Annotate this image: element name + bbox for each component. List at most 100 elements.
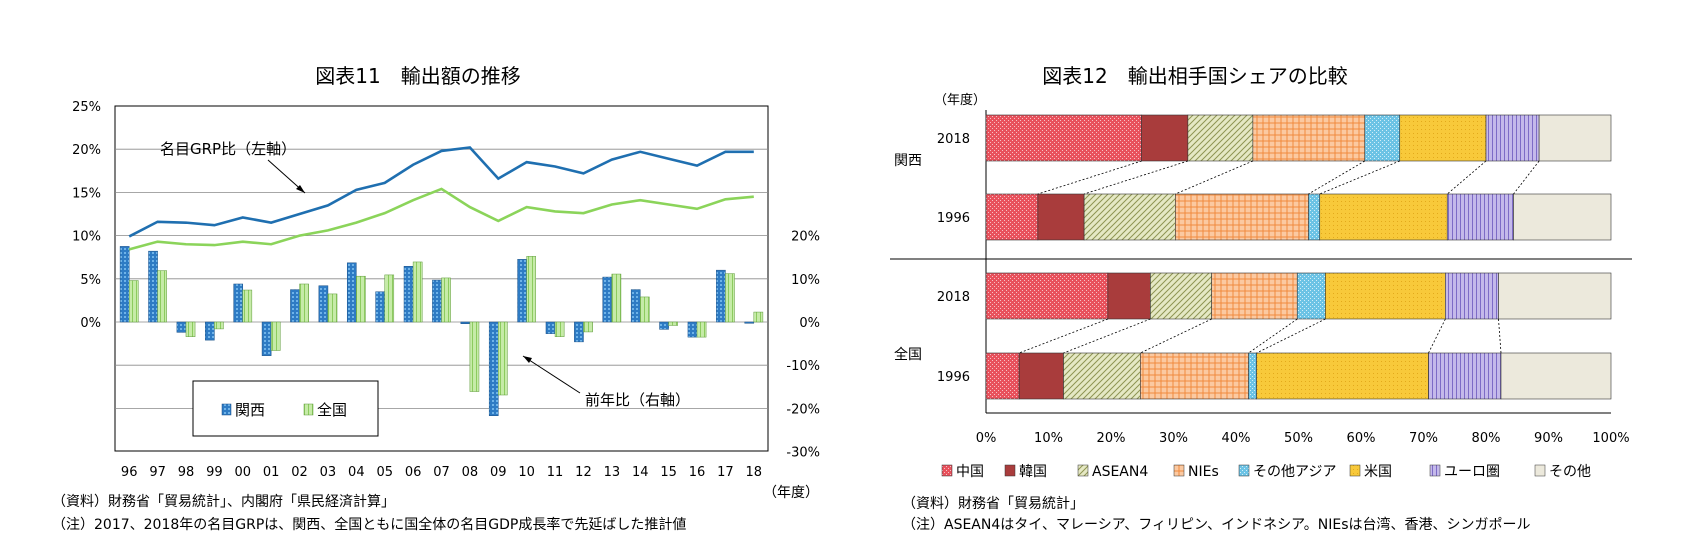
- bar-kansai: [716, 269, 726, 323]
- bar-zenkoku: [128, 280, 139, 323]
- left-x-tick-label: 06: [405, 465, 422, 480]
- bar-kansai: [744, 321, 755, 324]
- legend-swatch: [1429, 464, 1441, 477]
- left-source: （資料）財務省「貿易統計」、内閣府「県民経済計算」: [52, 494, 395, 510]
- legend-label: その他: [1549, 464, 1591, 480]
- bar-kansai: [176, 321, 187, 333]
- bar-kansai: [346, 262, 357, 323]
- bar-kansai: [403, 266, 414, 323]
- right-y-tick-label: 20%: [791, 230, 820, 245]
- legend-swatch: [1238, 464, 1250, 477]
- right-y-tick-label: 10%: [791, 273, 820, 288]
- bar-kansai: [687, 321, 698, 338]
- connector-line: [1446, 160, 1487, 195]
- line-zenkoku-grp-ratio: [128, 187, 754, 251]
- right-x-tick-label: 50%: [1284, 431, 1313, 446]
- bar-zenkoku: [611, 273, 622, 323]
- bar-kansai: [375, 291, 385, 323]
- bar-kansai: [261, 321, 272, 356]
- legend-swatch: [1534, 464, 1546, 477]
- stacked-segment-ユーロ圏: [1428, 352, 1502, 400]
- bar-kansai: [517, 259, 527, 323]
- legend-swatch: [1173, 464, 1185, 477]
- bar-zenkoku: [412, 261, 423, 323]
- left-x-tick-label: 99: [206, 465, 223, 480]
- stacked-segment-その他アジア: [1308, 193, 1321, 241]
- legend-swatch: [1004, 464, 1016, 477]
- bar-zenkoku: [526, 256, 537, 323]
- legend-label: 韓国: [1019, 464, 1047, 480]
- stacked-segment-ユーロ圏: [1445, 272, 1499, 320]
- bar-kansai: [148, 250, 158, 323]
- stacked-segment-韓国: [1037, 193, 1085, 241]
- stacked-segment-韓国: [1018, 352, 1064, 400]
- left-x-tick-label: 00: [234, 465, 251, 480]
- left-x-tick-label: 96: [121, 465, 138, 480]
- bar-zenkoku: [356, 275, 366, 323]
- right-y-tick-label: 2018: [937, 132, 970, 147]
- right-y-tick-label: 2018: [937, 290, 970, 305]
- left-x-tick-label: 11: [547, 465, 564, 480]
- bar-kansai: [545, 321, 556, 334]
- bar-zenkoku: [639, 296, 650, 323]
- right-x-tick-label: 10%: [1034, 431, 1063, 446]
- left-bar-series: [119, 246, 764, 416]
- connector-line: [1256, 318, 1326, 354]
- legend-label: 中国: [956, 464, 984, 480]
- bar-kansai: [630, 289, 641, 323]
- bar-kansai: [574, 321, 584, 343]
- connector-line: [1140, 318, 1212, 354]
- annotation-yoy-arrowhead: [523, 356, 532, 363]
- right-y-tick-label: -10%: [786, 359, 820, 374]
- left-x-tick-label: 08: [462, 465, 479, 480]
- left-x-tick-label: 09: [490, 465, 507, 480]
- stacked-segment-米国: [1256, 352, 1429, 400]
- right-x-tick-label: 60%: [1347, 431, 1376, 446]
- stacked-segment-中国: [985, 352, 1020, 400]
- right-stacked-bars: [985, 114, 1612, 400]
- legend-label-zenkoku: 全国: [317, 401, 347, 419]
- right-x-tick-label: 90%: [1534, 431, 1563, 446]
- group-label-zenkoku: 全国: [894, 346, 922, 363]
- left-y-tick-label: 25%: [72, 100, 101, 115]
- left-x-tick-label: 13: [604, 465, 621, 480]
- legend-label: ASEAN4: [1092, 464, 1148, 480]
- bar-zenkoku: [185, 321, 196, 337]
- left-x-unit: （年度）: [763, 485, 819, 501]
- bar-zenkoku: [725, 273, 735, 323]
- legend-swatch: [1349, 464, 1361, 477]
- bar-kansai: [460, 321, 471, 324]
- legend-swatch-kansai: [221, 403, 232, 416]
- stacked-segment-その他アジア: [1296, 272, 1326, 320]
- bar-zenkoku: [157, 270, 167, 323]
- left-y-tick-label: 5%: [80, 273, 101, 288]
- bar-zenkoku: [270, 321, 281, 351]
- right-y-tick-label: 0%: [799, 316, 820, 331]
- right-chart-title: 図表12 輸出相手国シェアの比較: [1042, 64, 1347, 88]
- stacked-segment-その他: [1500, 352, 1612, 400]
- bar-zenkoku: [753, 311, 764, 323]
- bar-kansai: [290, 289, 300, 323]
- bar-zenkoku: [441, 277, 451, 323]
- bar-kansai: [318, 285, 329, 323]
- stacked-segment-その他アジア: [1364, 114, 1401, 162]
- right-x-tick-label: 70%: [1409, 431, 1438, 446]
- right-x-tick-label: 100%: [1592, 431, 1629, 446]
- stacked-segment-その他: [1513, 193, 1612, 241]
- stacked-segment-NIEs: [1252, 114, 1366, 162]
- left-x-tick-label: 05: [376, 465, 393, 480]
- stacked-segment-米国: [1325, 272, 1446, 320]
- connector-line: [1513, 160, 1540, 195]
- bar-zenkoku: [327, 293, 338, 323]
- connector-line: [1248, 318, 1298, 354]
- left-x-tick-label: 16: [689, 465, 706, 480]
- bar-kansai: [119, 246, 130, 323]
- stacked-segment-ASEAN4: [1083, 193, 1176, 241]
- annotation-yoy-arrow: [522, 355, 581, 394]
- left-x-tick-label: 97: [149, 465, 166, 480]
- bar-zenkoku: [498, 321, 508, 396]
- stacked-segment-中国: [985, 114, 1142, 162]
- stacked-segment-韓国: [1141, 114, 1189, 162]
- left-x-tick-label: 07: [433, 465, 450, 480]
